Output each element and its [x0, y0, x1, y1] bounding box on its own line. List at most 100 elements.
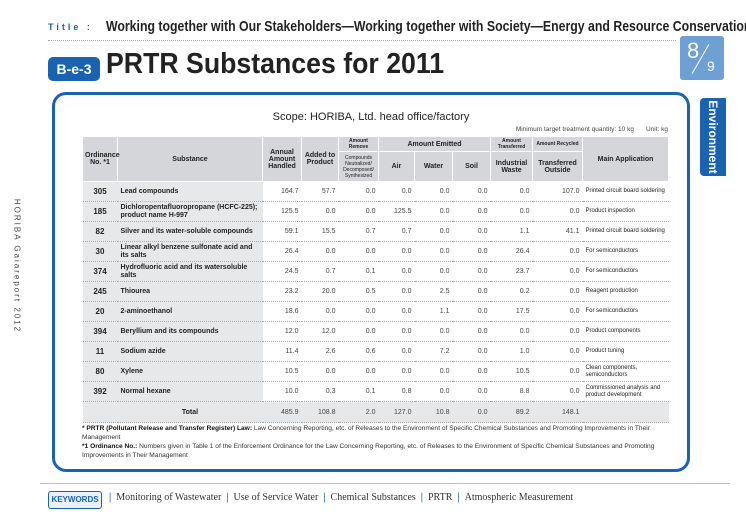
table-cell: 0.0 — [490, 321, 533, 342]
table-cell: 0.0 — [378, 281, 415, 302]
table-cell — [82, 401, 118, 423]
footnote: *1 Ordinance No.: Numbers given in Table… — [82, 442, 682, 460]
table-cell: 305 — [82, 181, 118, 202]
header-cell: Air — [378, 151, 415, 182]
table-cell: 12.0 — [262, 321, 302, 342]
table-row: 30 Linear alkyl benzene sulfonate acid an… — [82, 241, 669, 262]
table-cell: 0.0 — [452, 401, 491, 423]
table-row: 392 Normal hexane 10.0 0.3 0.1 0.8 0.0 0.0 8.8 0.… — [82, 381, 669, 402]
table-cell: 0.0 — [452, 261, 491, 282]
table-cell: 80 — [82, 361, 118, 382]
table-cell: 0.0 — [301, 361, 339, 382]
table-cell: 26.4 — [490, 241, 533, 262]
side-tab[interactable]: Environment — [700, 98, 726, 176]
table-cell: 20.0 — [301, 281, 339, 302]
table-cell: 1.1 — [414, 301, 453, 322]
table-cell: 23.7 — [490, 261, 533, 282]
keywords: | Monitoring of Wastewater | Use of Service… — [104, 492, 573, 503]
header-cell: Amount Remove — [338, 136, 379, 152]
scope: Scope: HORIBA, Ltd. head office/factory — [272, 111, 470, 123]
table-row: 374 Hydrofluoric acid and its watersolubl… — [82, 261, 669, 282]
table-cell: 148.1 — [532, 401, 583, 423]
table-row: 80 Xylene 10.5 0.0 0.0 0.0 0.0 0.0 10.5 0.0 Clean … — [82, 361, 669, 382]
table-row: 245 Thiourea 23.2 20.0 0.5 0.0 2.5 0.0 0.2 0.0 Rea… — [82, 281, 669, 302]
table-cell: 0.0 — [414, 381, 453, 402]
table-cell: 374 — [82, 261, 118, 282]
table-cell: 0.7 — [301, 261, 339, 282]
separator: | — [457, 492, 460, 503]
footer-rule — [40, 483, 730, 484]
table-cell: 0.0 — [414, 181, 453, 202]
table-cell: 0.0 — [532, 241, 583, 262]
header-cell: Compounds Neutralized/ Decomposed/ Synth… — [338, 151, 379, 182]
table-cell: 59.1 — [262, 221, 302, 242]
table-cell: Silver and its water-soluble compounds — [117, 221, 263, 242]
table-cell: 7.2 — [414, 341, 453, 362]
table-cell: 30 — [82, 241, 118, 262]
table-cell: 0.6 — [338, 341, 379, 362]
table-cell: 0.0 — [378, 261, 415, 282]
footnote: * PRTR (Pollutant Release and Transfer R… — [82, 424, 682, 442]
table-cell: 0.0 — [532, 341, 583, 362]
table-cell: 41.1 — [532, 221, 583, 242]
table-cell: 0.0 — [532, 201, 583, 222]
table-cell: 0.0 — [338, 301, 379, 322]
table-cell: 0.0 — [301, 201, 339, 222]
keyword[interactable]: Chemical Substances — [330, 492, 416, 503]
table-notes: Minimum target treatment quantity: 10 kg… — [82, 126, 668, 133]
table-cell: 17.5 — [490, 301, 533, 322]
table-cell: 0.0 — [301, 241, 339, 262]
keyword[interactable]: Atmospheric Measurement — [464, 492, 574, 503]
table-cell: For semiconductors — [582, 261, 669, 282]
table-cell: 245 — [82, 281, 118, 302]
footnote-text: Numbers given in Table 1 of the Enforcem… — [82, 443, 655, 459]
table-row: 82 Silver and its water-soluble compounds… — [82, 221, 669, 242]
table-cell: 485.9 — [262, 401, 302, 423]
table-cell: Lead compounds — [117, 181, 263, 202]
header-cell: Amount Transferred — [490, 136, 533, 152]
table-cell: 0.0 — [414, 361, 453, 382]
table-cell: 0.0 — [532, 261, 583, 282]
footnote-text: Law Concerning Reporting, etc. of Releas… — [82, 425, 650, 441]
table-cell: 125.5 — [378, 201, 415, 222]
table-cell: 8.8 — [490, 381, 533, 402]
header-cell: Industrial Waste — [490, 151, 533, 182]
table-cell: Thiourea — [117, 281, 263, 302]
table-cell: 107.0 — [532, 181, 583, 202]
table-cell: 11 — [82, 341, 118, 362]
keyword[interactable]: PRTR — [428, 492, 453, 503]
prtr-table: Ordinance No. *1 Substance Annual Amount… — [82, 136, 669, 423]
table-cell: 0.0 — [414, 221, 453, 242]
header-cell: Substance — [117, 136, 263, 182]
table-cell: 0.0 — [490, 201, 533, 222]
table-cell: 0.0 — [338, 181, 379, 202]
table-cell: 392 — [82, 381, 118, 402]
section-badge: B-e-3 — [48, 57, 100, 81]
header-cell: Amount Emitted — [378, 136, 491, 152]
side-text: HORIBA Gaiareport 2012 — [12, 198, 22, 334]
table-cell: 0.0 — [452, 221, 491, 242]
table-cell: 0.0 — [490, 181, 533, 202]
table-cell: 0.8 — [378, 381, 415, 402]
table-cell: For semiconductors — [582, 241, 669, 262]
table-cell: 2-aminoethanol — [117, 301, 263, 322]
table-cell: 0.0 — [532, 281, 583, 302]
table-cell: 127.0 — [378, 401, 415, 423]
table-cell: 89.2 — [490, 401, 533, 423]
table-cell: Printed circuit board soldering — [582, 181, 669, 202]
title-rule — [48, 40, 676, 41]
table-cell: 12.0 — [301, 321, 339, 342]
table-cell: 394 — [82, 321, 118, 342]
table-cell: 0.0 — [378, 241, 415, 262]
table-cell: 15.5 — [301, 221, 339, 242]
table-cell: Xylene — [117, 361, 263, 382]
table-row: 11 Sodium azide 11.4 2.6 0.6 0.0 7.2 0.0 1.0 0.0 P… — [82, 341, 669, 362]
table-body: 305 Lead compounds 164.7 57.7 0.0 0.0 0.0 0.0 0.… — [82, 181, 669, 423]
table-cell: Product tuning — [582, 341, 669, 362]
keyword[interactable]: Monitoring of Wastewater — [116, 492, 222, 503]
minimum-note: Minimum target treatment quantity: 10 kg — [515, 126, 634, 133]
table-cell: 0.1 — [338, 381, 379, 402]
keyword[interactable]: Use of Service Water — [233, 492, 319, 503]
table-cell: 185 — [82, 201, 118, 222]
table-cell: 0.0 — [452, 341, 491, 362]
